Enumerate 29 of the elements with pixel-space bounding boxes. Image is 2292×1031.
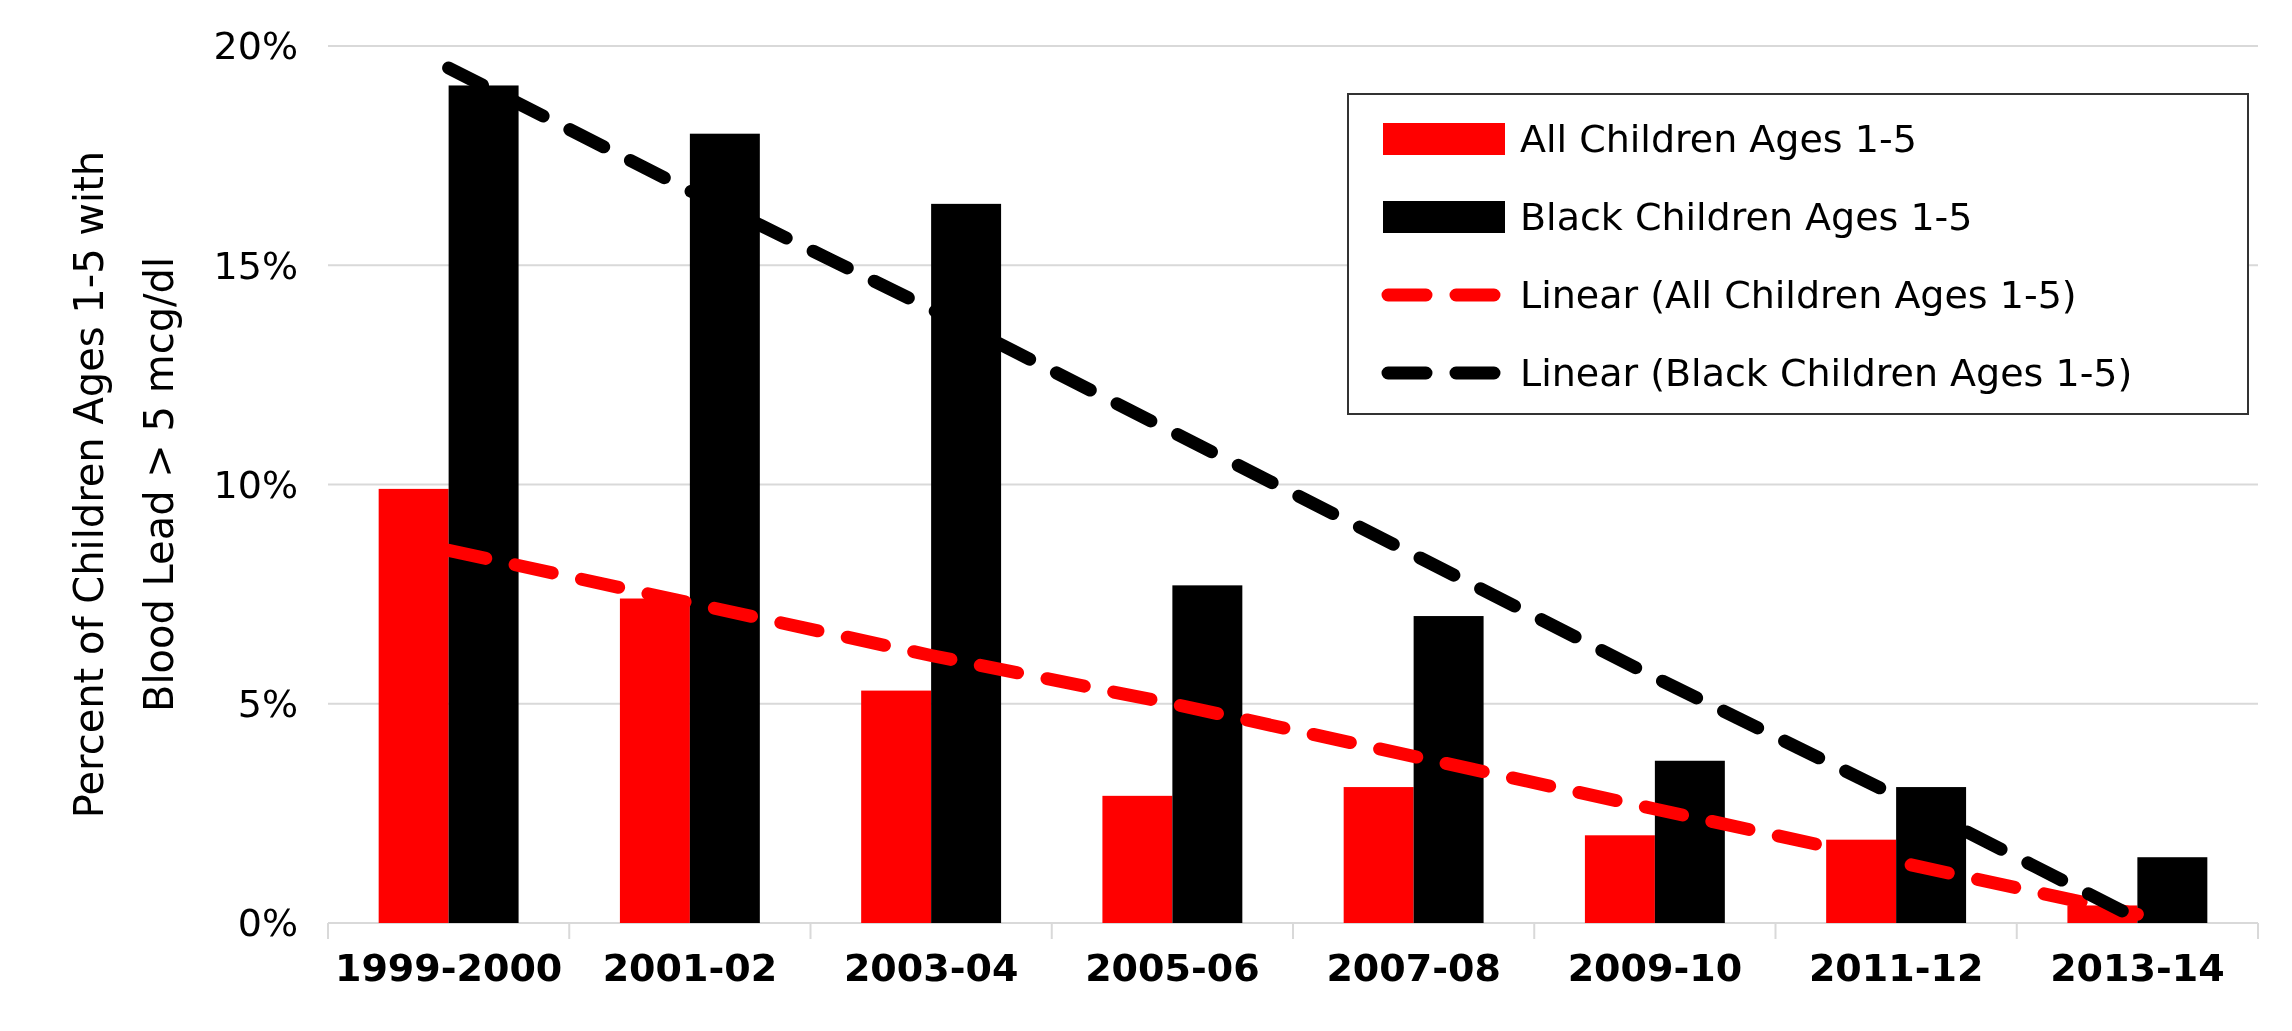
x-tick-label: 2013-14 bbox=[2050, 946, 2225, 990]
x-tick-label: 2001-02 bbox=[602, 946, 778, 990]
y-tick-label: 15% bbox=[213, 243, 298, 288]
x-tick-label: 2005-06 bbox=[1085, 946, 1260, 990]
bar bbox=[1102, 795, 1173, 923]
legend-label: Linear (All Children Ages 1-5) bbox=[1520, 273, 2077, 318]
bar bbox=[1584, 835, 1655, 923]
bar bbox=[931, 203, 1002, 923]
legend-label: Black Children Ages 1-5 bbox=[1520, 195, 1973, 240]
x-tick-label: 1999-2000 bbox=[334, 946, 563, 990]
bar bbox=[2137, 857, 2208, 923]
x-tick-label: 2009-10 bbox=[1567, 946, 1743, 990]
x-tick-label: 2011-12 bbox=[1808, 946, 1984, 990]
bar bbox=[1413, 616, 1484, 923]
y-tick-label: 5% bbox=[237, 682, 298, 727]
bar bbox=[689, 133, 760, 923]
x-tick-label: 2007-08 bbox=[1326, 946, 1501, 990]
y-tick-label: 10% bbox=[213, 462, 298, 507]
legend-label: All Children Ages 1-5 bbox=[1520, 117, 1917, 162]
bar bbox=[1343, 787, 1414, 923]
bar bbox=[861, 690, 932, 923]
legend-label: Linear (Black Children Ages 1-5) bbox=[1520, 351, 2133, 396]
y-axis-title: Percent of Children Ages 1-5 with Blood Lead > 5 mcg/dl bbox=[66, 150, 182, 819]
bar bbox=[1172, 585, 1243, 923]
y-tick-label: 0% bbox=[237, 901, 298, 946]
x-tick-label: 2003-04 bbox=[843, 946, 1019, 990]
bar bbox=[1654, 760, 1725, 923]
y-tick-label: 20% bbox=[213, 24, 298, 69]
bar bbox=[448, 85, 519, 923]
